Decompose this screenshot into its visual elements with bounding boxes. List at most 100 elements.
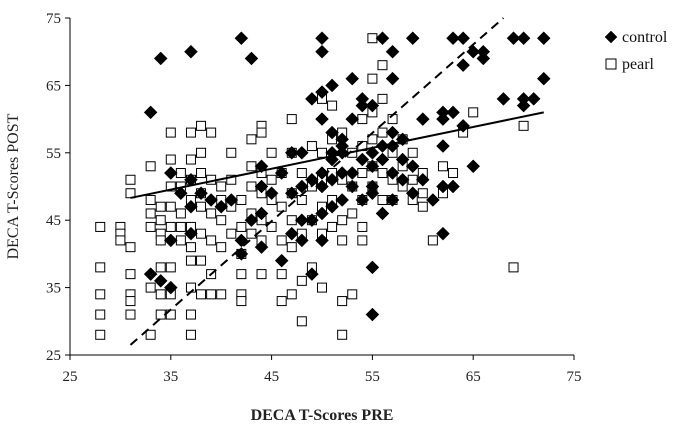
x-tick-label: 25 [63, 369, 78, 385]
data-markers [95, 31, 551, 340]
trendline-pearl [129, 17, 505, 346]
data-point-pearl [276, 296, 287, 307]
data-point-pearl [206, 289, 217, 300]
data-point-pearl [337, 235, 348, 246]
data-point-pearl [196, 289, 207, 300]
data-point-control [365, 186, 380, 201]
y-axis-title: DECA T-Scores POST [5, 113, 22, 259]
x-tick-label: 65 [466, 369, 481, 385]
data-point-control [234, 31, 249, 46]
data-point-pearl [155, 215, 166, 226]
data-point-control [325, 125, 339, 140]
data-point-pearl [236, 194, 247, 205]
data-point-pearl [175, 221, 186, 232]
data-point-pearl [125, 242, 136, 253]
data-point-pearl [185, 242, 196, 253]
data-point-pearl [357, 114, 368, 125]
data-point-pearl [306, 141, 317, 152]
data-point-control [305, 267, 319, 281]
data-point-pearl [317, 147, 327, 158]
data-point-control [143, 267, 158, 281]
data-point-control [345, 166, 360, 180]
data-point-pearl [155, 289, 166, 300]
data-point-pearl [407, 174, 418, 185]
data-point-pearl [317, 282, 327, 293]
data-point-control [143, 105, 158, 120]
data-point-pearl [246, 134, 257, 145]
legend-label-pearl: pearl [622, 56, 655, 73]
data-point-control [325, 199, 339, 214]
data-point-control [284, 226, 299, 241]
data-point-pearl [115, 235, 126, 246]
data-point-control [365, 260, 380, 275]
data-point-control [395, 172, 410, 187]
data-point-pearl [226, 174, 237, 185]
y-tick-label: 35 [46, 281, 61, 297]
data-point-pearl [125, 296, 136, 307]
data-point-pearl [165, 154, 176, 165]
data-point-control [345, 112, 360, 126]
data-point-pearl [125, 174, 136, 185]
x-tick-label: 55 [365, 369, 380, 385]
data-point-control [405, 159, 420, 174]
data-point-pearl [95, 262, 106, 273]
data-point-control [345, 179, 360, 194]
data-point-pearl [155, 262, 166, 273]
data-point-pearl [427, 235, 438, 246]
data-point-control [536, 31, 551, 46]
data-point-control [163, 280, 178, 295]
data-point-pearl [165, 201, 176, 212]
data-point-pearl [236, 296, 247, 307]
data-point-control [405, 186, 420, 201]
data-point-control [335, 166, 350, 180]
data-point-control [174, 186, 188, 201]
data-point-control [385, 71, 400, 86]
y-tick-label: 55 [46, 146, 61, 162]
data-point-control [214, 199, 229, 214]
data-point-pearl [145, 329, 156, 340]
data-point-pearl [196, 255, 207, 266]
data-point-pearl [196, 201, 207, 212]
data-point-pearl [286, 215, 297, 226]
data-point-control [446, 179, 460, 194]
data-point-pearl [417, 188, 428, 199]
data-point-control [315, 112, 329, 126]
data-point-pearl [185, 255, 196, 266]
data-point-pearl [145, 208, 156, 219]
data-point-pearl [367, 73, 378, 84]
data-point-control [224, 193, 239, 207]
data-point-control [284, 186, 299, 201]
data-point-pearl [367, 33, 378, 44]
data-point-pearl [206, 208, 217, 219]
data-point-pearl [236, 221, 247, 232]
legend-marker-diamond [604, 30, 618, 44]
legend-label-control: control [622, 29, 668, 46]
data-point-pearl [276, 269, 287, 280]
data-point-control [315, 166, 329, 180]
data-point-pearl [95, 289, 106, 300]
data-point-pearl [206, 127, 217, 138]
data-point-pearl [296, 168, 307, 179]
data-point-pearl [175, 235, 186, 246]
data-point-pearl [508, 262, 519, 273]
data-point-control [375, 206, 390, 221]
data-point-pearl [276, 235, 287, 246]
data-point-pearl [196, 147, 207, 158]
data-point-pearl [256, 269, 267, 280]
legend-square-icon [605, 58, 617, 70]
data-point-control [426, 193, 440, 207]
data-point-pearl [518, 120, 529, 131]
data-point-control [163, 166, 178, 180]
data-point-pearl [125, 309, 136, 320]
data-point-control [405, 31, 420, 46]
data-point-control [415, 112, 430, 126]
data-point-pearl [357, 221, 368, 232]
data-point-control [194, 186, 208, 201]
data-point-control [476, 51, 491, 66]
data-point-pearl [407, 147, 418, 158]
data-point-pearl [417, 201, 428, 212]
data-point-control [264, 186, 279, 201]
data-point-control [436, 179, 450, 194]
data-point-control [415, 172, 430, 187]
legend-diamond-icon [604, 30, 618, 44]
